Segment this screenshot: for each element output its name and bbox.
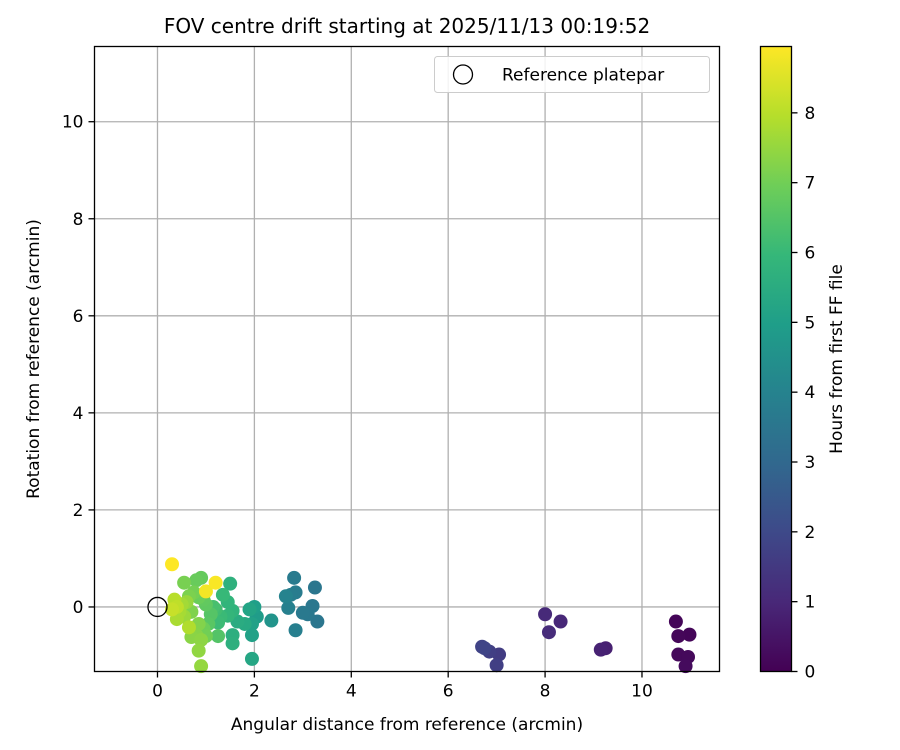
x-tick-label: 6 <box>443 682 454 702</box>
data-point <box>215 587 230 602</box>
colorbar-label: Hours from first FF file <box>827 264 847 454</box>
data-point <box>307 580 322 595</box>
colorbar-tick-label: 2 <box>805 523 816 543</box>
data-point <box>553 614 568 629</box>
data-point <box>541 625 556 640</box>
legend-label: Reference platepar <box>502 66 664 86</box>
data-point <box>208 575 223 590</box>
data-point <box>281 600 296 615</box>
y-axis-ticks: 0 2 4 6 8 10 <box>62 113 95 618</box>
colorbar-tick-label: 3 <box>805 453 816 473</box>
data-point <box>593 642 608 657</box>
colorbar-tick-label: 5 <box>805 313 816 333</box>
chart-title: FOV centre drift starting at 2025/11/13 … <box>164 14 650 38</box>
colorbar: 0 1 2 3 4 5 6 7 8 Hours from first FF file <box>759 45 847 683</box>
y-tick-label: 2 <box>73 501 84 521</box>
x-axis-label: Angular distance from reference (arcmin) <box>231 715 583 735</box>
y-tick-label: 10 <box>62 113 84 133</box>
y-tick-label: 6 <box>73 307 84 327</box>
data-point <box>671 629 686 644</box>
colorbar-tick-label: 6 <box>805 244 816 264</box>
data-point <box>189 573 204 588</box>
colorbar-tick-label: 7 <box>805 174 816 194</box>
legend-box <box>434 56 710 93</box>
data-point <box>191 643 206 658</box>
colorbar-ticks: 0 1 2 3 4 5 6 7 8 <box>791 104 816 683</box>
data-point <box>244 651 259 666</box>
data-point <box>181 620 196 635</box>
data-point <box>682 627 697 642</box>
data-point <box>223 576 238 591</box>
data-point <box>668 614 683 629</box>
y-tick-label: 8 <box>73 210 84 230</box>
data-point <box>165 602 180 617</box>
legend: Reference platepar <box>434 56 710 93</box>
data-point <box>165 557 180 572</box>
x-tick-label: 8 <box>540 682 551 702</box>
data-point <box>177 575 192 590</box>
data-point <box>489 658 504 673</box>
y-tick-label: 0 <box>73 598 84 618</box>
colorbar-gradient <box>759 45 793 673</box>
x-tick-label: 10 <box>631 682 653 702</box>
colorbar-tick-label: 8 <box>805 104 816 124</box>
data-point <box>194 632 209 647</box>
y-axis-label: Rotation from reference (arcmin) <box>24 219 44 499</box>
grid <box>94 46 720 672</box>
data-point <box>264 613 279 628</box>
data-points <box>165 557 697 674</box>
y-tick-label: 4 <box>73 404 84 424</box>
data-point <box>211 629 226 644</box>
data-point <box>538 607 553 622</box>
data-point <box>198 584 213 599</box>
data-point <box>242 602 257 617</box>
colorbar-tick-label: 4 <box>805 383 816 403</box>
data-point <box>225 636 240 651</box>
data-point <box>244 628 259 643</box>
legend-marker <box>452 64 474 85</box>
data-point <box>287 570 302 585</box>
data-point <box>477 641 492 656</box>
colorbar-tick-label: 0 <box>805 663 816 683</box>
data-point <box>194 659 209 674</box>
data-point <box>288 623 303 638</box>
x-tick-label: 4 <box>346 682 357 702</box>
data-point <box>278 589 293 604</box>
x-axis-ticks: 0 2 4 6 8 10 <box>152 671 653 702</box>
data-point <box>310 614 325 629</box>
plot-frame <box>93 45 721 673</box>
x-tick-label: 0 <box>152 682 163 702</box>
x-tick-label: 2 <box>249 682 260 702</box>
colorbar-tick-label: 1 <box>805 593 816 613</box>
data-point <box>678 659 693 674</box>
reference-marker-group <box>147 596 168 618</box>
data-point <box>295 605 310 620</box>
reference-point <box>147 596 168 618</box>
